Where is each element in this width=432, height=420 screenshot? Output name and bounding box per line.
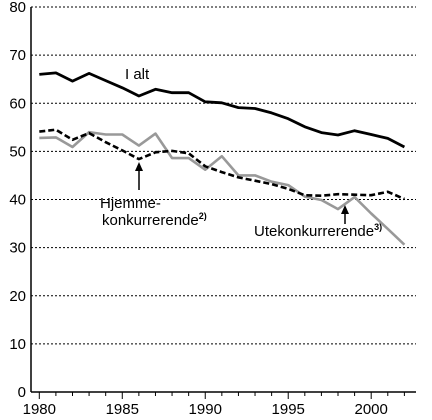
ute-arrow-head (341, 205, 349, 214)
x-tick-label-1990: 1990 (189, 401, 222, 418)
y-tick-label-80: 80 (9, 0, 26, 16)
series-lines (39, 71, 406, 246)
y-tick-label-50: 50 (9, 143, 26, 160)
label-ute-sup: 3) (374, 222, 382, 232)
label-i-alt: I alt (125, 66, 150, 83)
axes (30, 7, 416, 393)
x-tick-label-1995: 1995 (272, 401, 305, 418)
y-tick-label-0: 0 (18, 384, 26, 401)
label-hjemme-line1: Hjemme- (100, 195, 161, 212)
label-hjemme-text: konkurrerende (102, 212, 199, 229)
y-tick-label-10: 10 (9, 336, 26, 353)
grid (31, 6, 416, 345)
x-tick-label-1980: 1980 (23, 401, 56, 418)
x-tick-label-1985: 1985 (106, 401, 139, 418)
hjemme-arrow-head (135, 162, 143, 171)
label-ute-text: Utekonkurrerende (254, 223, 374, 240)
series-line-i-alt (39, 71, 406, 149)
y-tick-label-40: 40 (9, 192, 26, 209)
y-tick-label-20: 20 (9, 288, 26, 305)
series-line-utekonkurrerende (39, 130, 406, 246)
y-tick-label-60: 60 (9, 95, 26, 112)
label-ute: Utekonkurrerende3) (254, 222, 382, 240)
series-line-hjemme-konkurrerende (39, 128, 405, 201)
ticks: 0 10 20 30 40 50 60 70 80 1980 1985 1990 1995 2000 (9, 0, 405, 418)
y-tick-label-70: 70 (9, 47, 26, 64)
y-tick-label-30: 30 (9, 240, 26, 257)
annotations: I alt Hjemme- konkurrerende2) Utekonkurr… (100, 66, 382, 240)
label-hjemme-line2: konkurrerende2) (102, 211, 207, 229)
label-hjemme-sup: 2) (199, 211, 207, 221)
x-tick-label-2000: 2000 (355, 401, 388, 418)
